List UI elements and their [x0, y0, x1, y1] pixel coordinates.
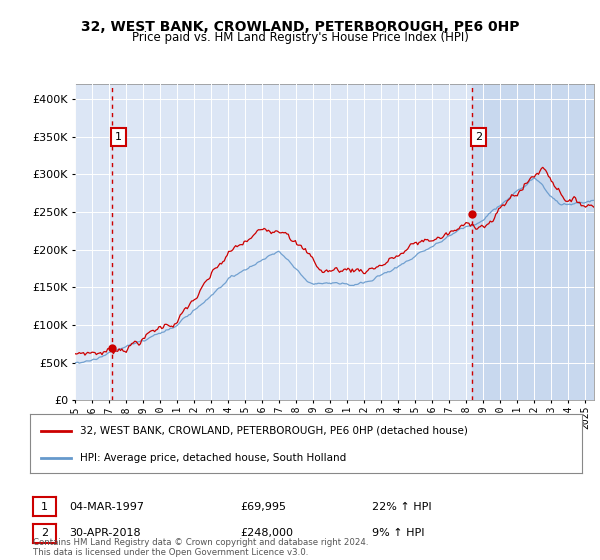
Text: £69,995: £69,995 [240, 502, 286, 512]
Text: 2: 2 [475, 132, 482, 142]
Text: HPI: Average price, detached house, South Holland: HPI: Average price, detached house, Sout… [80, 453, 346, 463]
Text: 2: 2 [41, 528, 48, 538]
Bar [472, 84, 594, 400]
Text: 04-MAR-1997: 04-MAR-1997 [69, 502, 144, 512]
Text: 32, WEST BANK, CROWLAND, PETERBOROUGH, PE6 0HP: 32, WEST BANK, CROWLAND, PETERBOROUGH, P… [81, 20, 519, 34]
Text: 32, WEST BANK, CROWLAND, PETERBOROUGH, PE6 0HP (detached house): 32, WEST BANK, CROWLAND, PETERBOROUGH, P… [80, 426, 467, 436]
Text: 9% ↑ HPI: 9% ↑ HPI [372, 528, 425, 538]
Text: Contains HM Land Registry data © Crown copyright and database right 2024.
This d: Contains HM Land Registry data © Crown c… [33, 538, 368, 557]
Text: 22% ↑ HPI: 22% ↑ HPI [372, 502, 431, 512]
Text: Price paid vs. HM Land Registry's House Price Index (HPI): Price paid vs. HM Land Registry's House … [131, 31, 469, 44]
Text: 30-APR-2018: 30-APR-2018 [69, 528, 140, 538]
Text: 1: 1 [41, 502, 48, 512]
Text: £248,000: £248,000 [240, 528, 293, 538]
Text: 1: 1 [115, 132, 122, 142]
